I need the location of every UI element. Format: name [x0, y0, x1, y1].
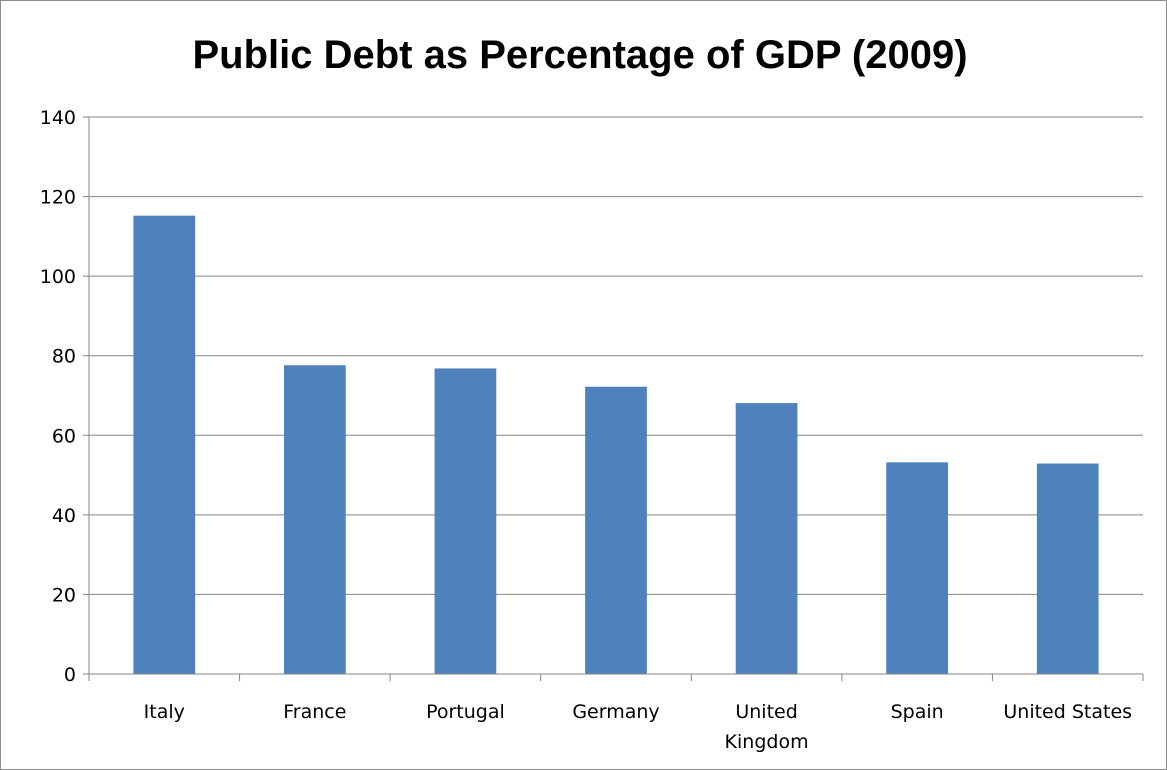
bar — [886, 462, 949, 674]
x-category-label: Italy — [144, 701, 185, 723]
bar — [585, 386, 647, 674]
y-tick-label: 80 — [52, 346, 76, 368]
y-tick-label: 0 — [64, 664, 76, 686]
x-category-label: United — [735, 701, 797, 723]
chart-title: Public Debt as Percentage of GDP (2009) — [192, 33, 967, 77]
bar — [735, 403, 798, 674]
x-category-label: United States — [1003, 701, 1132, 723]
x-category-label: Kingdom — [725, 731, 809, 753]
y-tick-label: 20 — [52, 584, 76, 606]
bar — [434, 368, 497, 674]
x-category-label: Portugal — [426, 701, 505, 723]
x-category-label: Germany — [572, 701, 659, 723]
y-tick-label: 100 — [40, 266, 76, 288]
gridlines — [89, 116, 1143, 595]
y-tick-label: 120 — [40, 187, 76, 209]
x-axis-category-labels: Italy France Portugal Germany United Kingdom S… — [144, 701, 1132, 753]
bar — [133, 215, 196, 674]
bars — [133, 215, 1099, 674]
axes — [83, 116, 1144, 681]
y-axis-tick-labels: 0 20 40 60 80 100 120 140 — [40, 107, 76, 686]
bar — [1036, 463, 1099, 674]
bar — [283, 365, 346, 674]
x-category-label: Spain — [891, 701, 944, 723]
y-tick-label: 40 — [52, 505, 76, 527]
y-tick-label: 140 — [40, 107, 76, 129]
y-tick-label: 60 — [52, 425, 76, 447]
x-category-label: France — [283, 701, 346, 723]
